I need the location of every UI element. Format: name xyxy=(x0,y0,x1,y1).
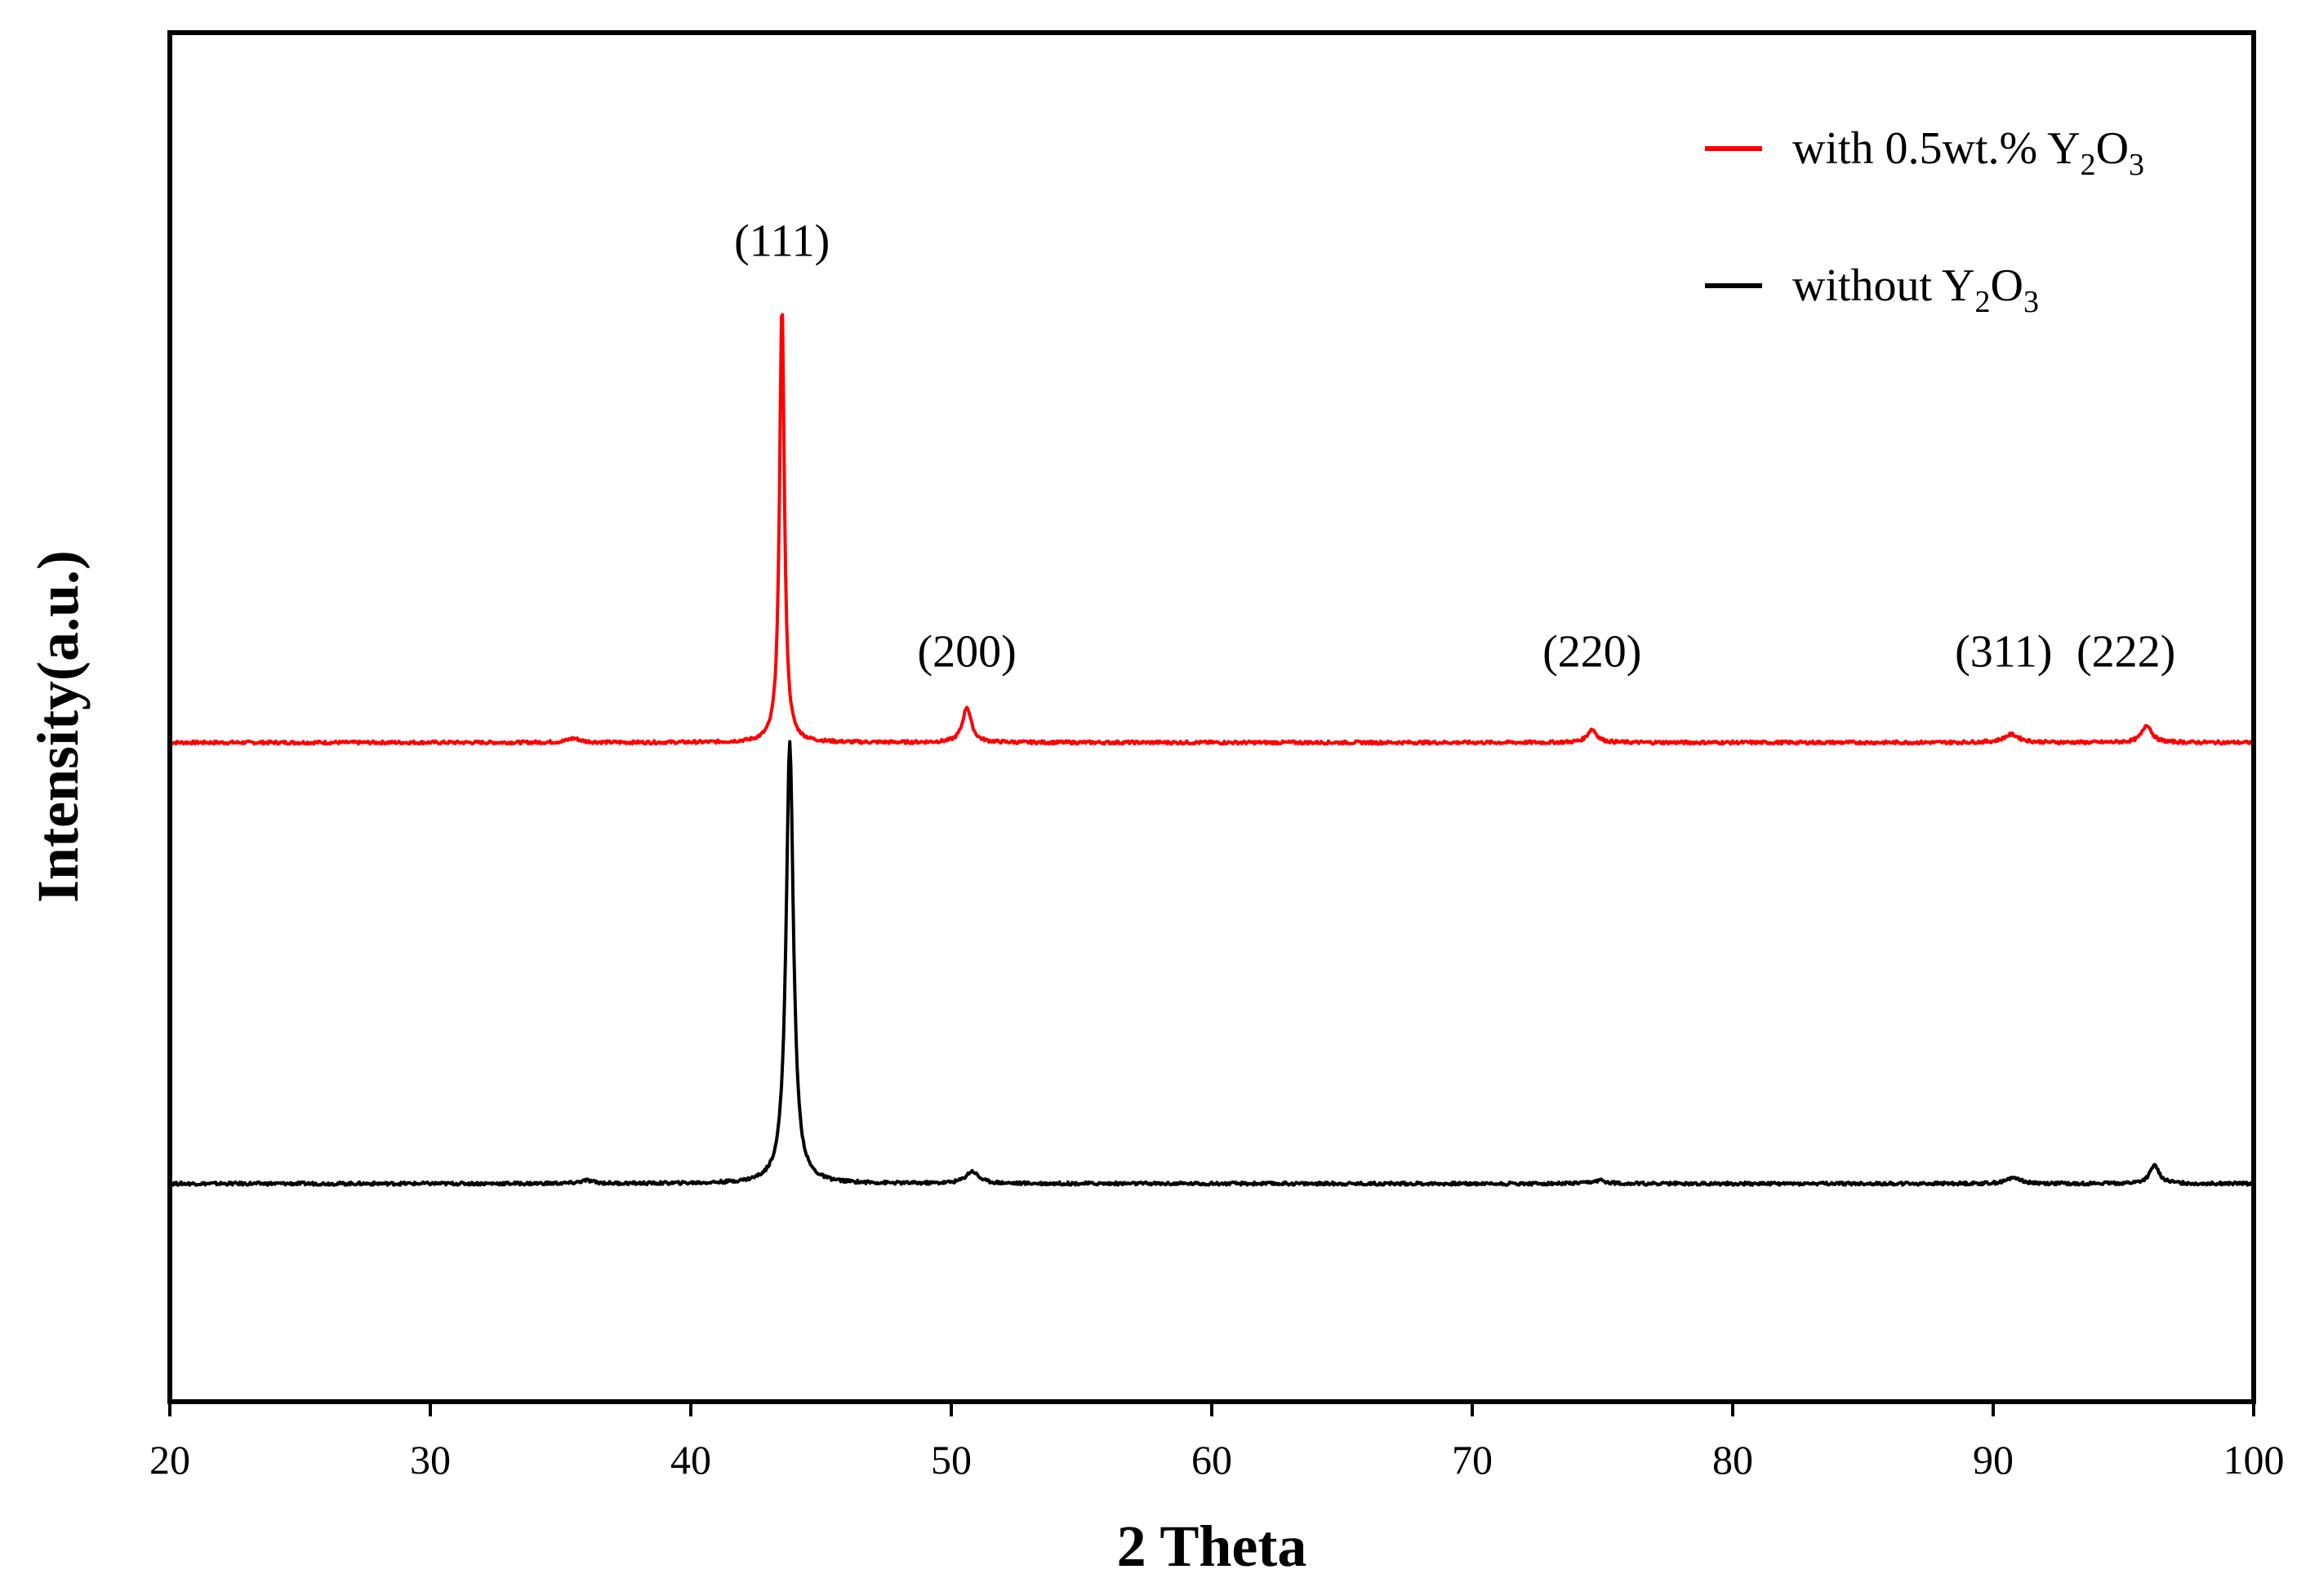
plot-area: 20 30 40 50 60 70 80 90 100 (111) (200) (220) (311)… xyxy=(149,30,2285,1483)
legend: with 0.5wt.% Y2O3 without Y2O3 xyxy=(1705,123,2144,319)
x-tick-label-20: 20 xyxy=(149,1437,190,1483)
x-tick-label-100: 100 xyxy=(2223,1437,2285,1483)
x-tick-label-80: 80 xyxy=(1712,1437,1753,1483)
x-tick-label-70: 70 xyxy=(1452,1437,1493,1483)
series-line-without-y2o3 xyxy=(168,740,2255,1187)
peak-annotations: (111) (200) (220) (311) (222) xyxy=(734,216,2175,677)
peak-label-200: (200) xyxy=(917,626,1016,677)
x-axis-title: 2 Theta xyxy=(1117,1514,1307,1579)
x-tick-label-30: 30 xyxy=(410,1437,451,1483)
x-tick-label-90: 90 xyxy=(1973,1437,2014,1483)
peak-label-311: (311) xyxy=(1955,626,2052,677)
y-axis-title: Intensity(a.u.) xyxy=(25,550,91,903)
x-axis-tick-labels: 20 30 40 50 60 70 80 90 100 xyxy=(149,1437,2285,1483)
peak-label-220: (220) xyxy=(1542,626,1641,677)
x-axis-ticks xyxy=(168,1402,2255,1416)
peak-label-222: (222) xyxy=(2076,626,2175,677)
legend-label-without-y2o3: without Y2O3 xyxy=(1792,260,2039,319)
peak-label-111: (111) xyxy=(734,216,830,266)
series-layer xyxy=(168,313,2255,1187)
x-tick-label-40: 40 xyxy=(670,1437,711,1483)
x-tick-label-50: 50 xyxy=(931,1437,972,1483)
x-tick-label-60: 60 xyxy=(1191,1437,1232,1483)
legend-label-with-y2o3: with 0.5wt.% Y2O3 xyxy=(1792,123,2144,182)
series-line-with-y2o3 xyxy=(169,313,2255,746)
